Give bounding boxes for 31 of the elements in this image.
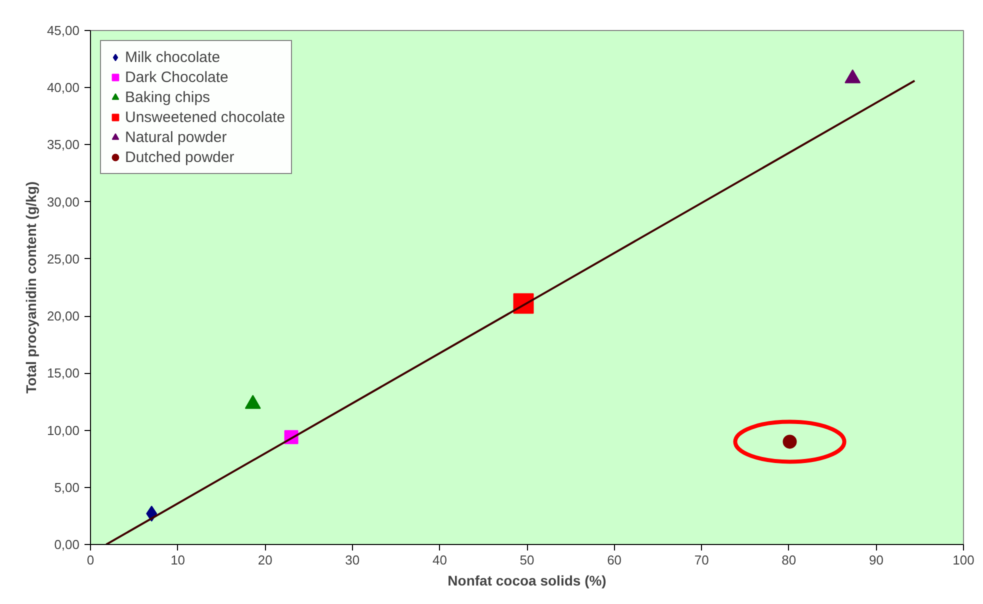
y-tick-label: 45,00 (46, 23, 80, 38)
x-tick-label: 0 (86, 552, 94, 568)
y-tick-label: 5,00 (54, 480, 80, 495)
x-tick-label: 80 (782, 552, 796, 568)
x-tick-label: 60 (607, 552, 622, 568)
y-axis-title: Total procyanidin content (g/kg) (22, 181, 39, 394)
point (844, 69, 861, 84)
legend-label: Dark Chocolate (125, 68, 228, 87)
x-tick-label: 30 (345, 552, 360, 568)
legend-label: Dutched powder (125, 148, 234, 167)
x-tick-label: 100 (952, 552, 974, 568)
legend-label: Natural powder (125, 128, 227, 147)
y-tick-label: 30,00 (46, 194, 80, 210)
legend-label: Baking chips (125, 88, 210, 107)
y-tick-label: 35,00 (46, 137, 80, 152)
y-tick-label: 20,00 (46, 308, 80, 324)
x-tick-label: 10 (170, 552, 186, 568)
x-tick-label: 70 (694, 552, 709, 568)
y-tick-label: 25,00 (46, 251, 80, 266)
x-axis-title: Nonfat cocoa solids (%) (448, 572, 606, 588)
x-tick-label: 90 (868, 552, 884, 568)
legend-label: Milk chocolate (125, 48, 220, 67)
y-tick-label: 10,00 (46, 422, 80, 438)
x-tick-label: 20 (258, 552, 272, 568)
x-tick-label: 40 (432, 552, 447, 568)
legend-label: Unsweetened chocolate (125, 108, 286, 127)
point (782, 434, 797, 449)
y-tick-label: 15,00 (46, 366, 80, 381)
y-tick-label: 40,00 (46, 80, 80, 96)
y-tick-label: 0,00 (54, 537, 80, 552)
x-tick-label: 50 (520, 552, 534, 568)
